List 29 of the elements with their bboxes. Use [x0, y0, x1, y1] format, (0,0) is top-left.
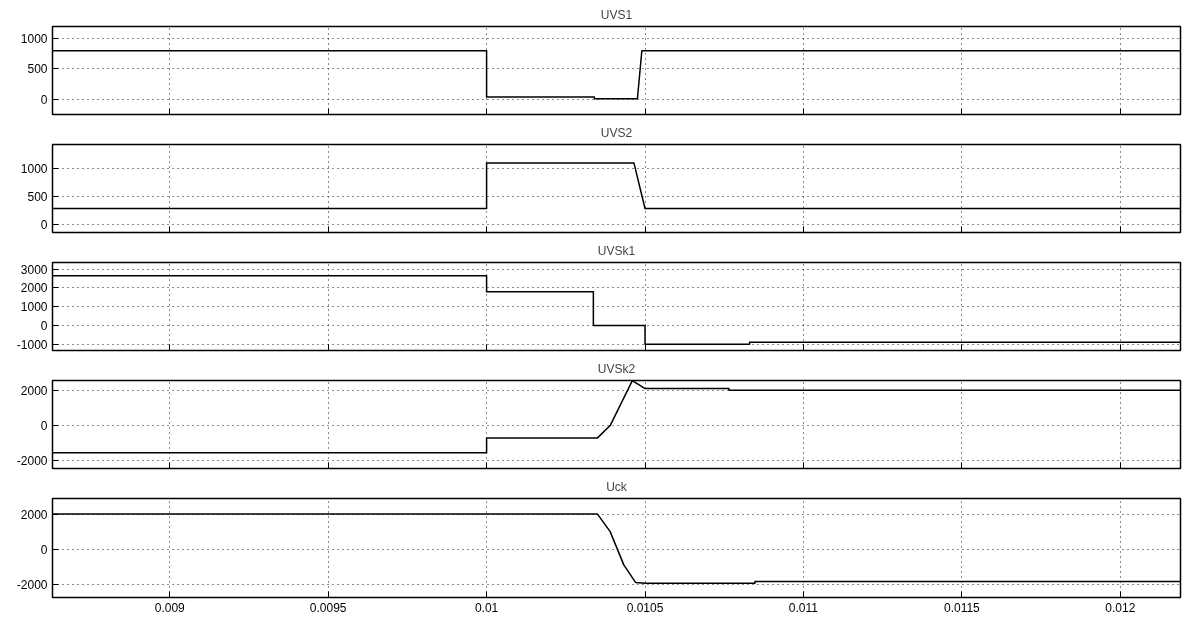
chart-title: UVSk1 [597, 243, 636, 258]
y-tick-label: 0 [40, 92, 48, 107]
y-tick-label: 1000 [20, 161, 48, 176]
y-tick-label: 2000 [20, 507, 48, 522]
y-tick-label: 1000 [20, 300, 48, 315]
x-tick-label: 0.011 [788, 600, 819, 615]
chart-title: UVS1 [600, 7, 633, 22]
y-tick-label: -2000 [16, 454, 48, 469]
y-tick-label: 0 [40, 318, 48, 333]
y-tick-label: 2000 [20, 281, 48, 296]
y-tick-label: 2000 [20, 383, 48, 398]
chart-title: Uck [606, 479, 628, 494]
y-tick-label: 0 [40, 419, 48, 434]
y-tick-label: 0 [40, 542, 48, 557]
x-tick-label: 0.0105 [626, 600, 664, 615]
x-tick-label: 0.0095 [309, 600, 347, 615]
y-tick-label: -2000 [16, 577, 48, 592]
y-tick-label: 0 [40, 217, 48, 232]
x-tick-label: 0.009 [154, 600, 186, 615]
x-tick-label: 0.0115 [943, 600, 981, 615]
y-tick-label: -1000 [16, 337, 48, 352]
chart-title: UVSk2 [597, 361, 636, 376]
y-tick-label: 3000 [20, 262, 48, 277]
x-tick-label: 0.012 [1105, 600, 1136, 615]
y-tick-label: 500 [27, 62, 48, 77]
chart-title: UVS2 [600, 125, 633, 140]
y-tick-label: 500 [27, 189, 48, 204]
x-tick-label: 0.01 [474, 600, 499, 615]
y-tick-label: 1000 [20, 32, 48, 47]
